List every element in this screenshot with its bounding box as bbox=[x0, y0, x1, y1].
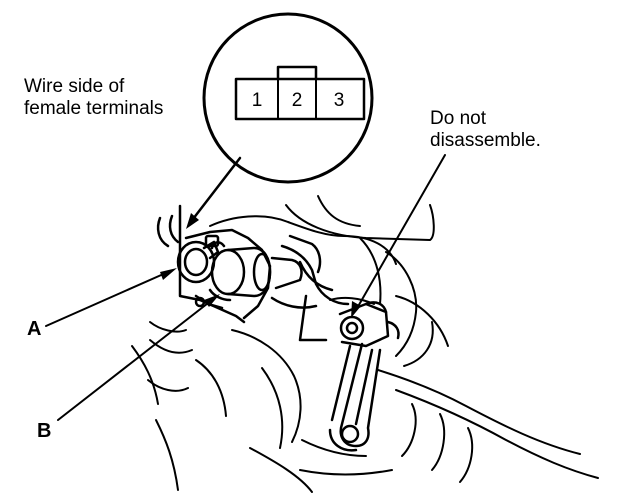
do-not-disassemble-line2: disassemble. bbox=[430, 130, 541, 151]
terminal-2: 2 bbox=[292, 90, 303, 111]
engine-background-contours bbox=[131, 195, 599, 493]
sensor-body-b bbox=[194, 246, 303, 310]
connector-housing bbox=[234, 77, 366, 121]
leader-a bbox=[45, 268, 177, 327]
terminal-3: 3 bbox=[334, 90, 345, 111]
wire-side-callout: Wire side of female terminals bbox=[24, 76, 163, 120]
connector-detail-circle bbox=[202, 12, 374, 184]
sensor-connector-a bbox=[176, 234, 226, 284]
wire-side-callout-line1: Wire side of bbox=[24, 76, 125, 97]
terminal-1: 1 bbox=[252, 90, 263, 111]
connector-terminal-numbers: 1 2 3 bbox=[252, 90, 345, 111]
label-a: A bbox=[27, 318, 42, 340]
detail-arrow bbox=[186, 156, 242, 229]
label-b: B bbox=[37, 420, 52, 442]
connector-lock-tab bbox=[276, 65, 318, 81]
link-rod bbox=[328, 301, 400, 452]
do-not-disassemble-leader bbox=[351, 154, 446, 318]
do-not-disassemble-line1: Do not bbox=[430, 108, 486, 129]
do-not-disassemble-callout: Do not disassemble. bbox=[430, 108, 541, 152]
wire-side-callout-line2: female terminals bbox=[24, 98, 164, 119]
sensor-housing bbox=[270, 234, 350, 342]
